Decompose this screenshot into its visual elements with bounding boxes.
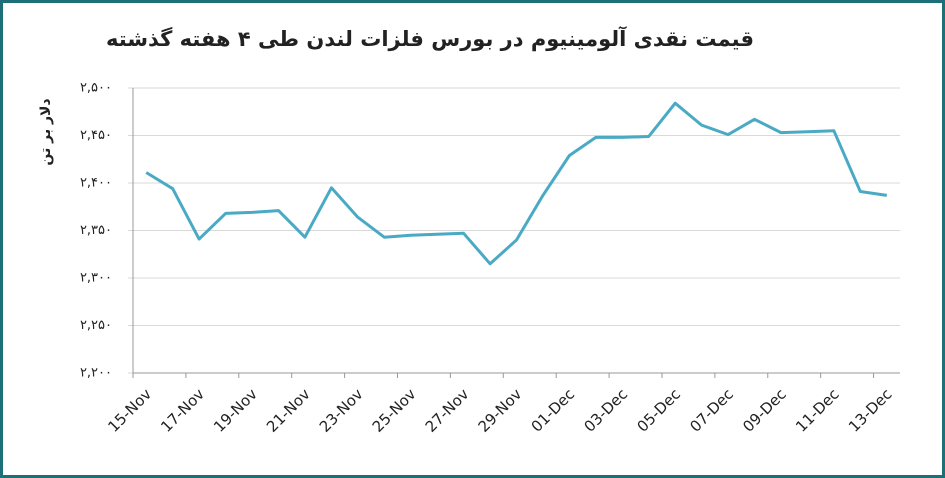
y-tick-label: ۲,۳۰۰ xyxy=(80,271,112,286)
y-tick-label: ۲,۴۰۰ xyxy=(80,176,112,191)
y-tick-label: ۲,۳۵۰ xyxy=(80,223,112,238)
y-tick-label: ۲,۴۵۰ xyxy=(80,128,112,143)
data-line xyxy=(145,101,888,266)
chart-title: قیمت نقدی آلومینیوم در بورس فلزات لندن ط… xyxy=(106,26,754,51)
y-axis-label: دلار بر تن xyxy=(38,98,54,165)
y-tick-label: ۲,۵۰۰ xyxy=(80,81,112,96)
y-tick-label: ۲,۲۰۰ xyxy=(80,366,112,381)
y-tick-label: ۲,۲۵۰ xyxy=(80,318,112,333)
